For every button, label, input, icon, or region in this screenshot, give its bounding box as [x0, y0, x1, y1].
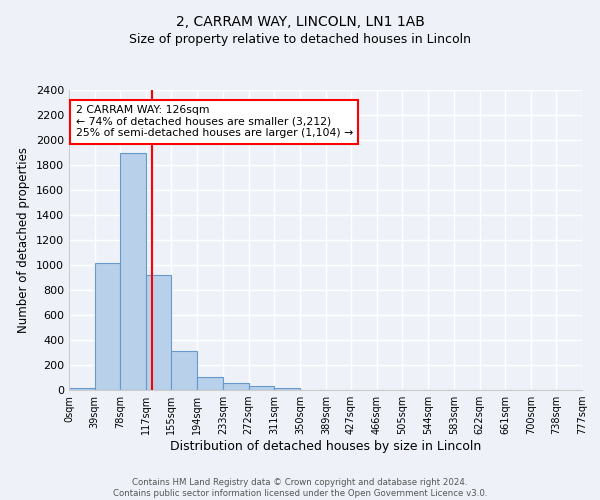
Bar	[248, 386, 274, 390]
Bar	[95, 262, 121, 390]
Bar	[146, 275, 172, 390]
Bar	[121, 152, 146, 390]
Text: Contains HM Land Registry data © Crown copyright and database right 2024.
Contai: Contains HM Land Registry data © Crown c…	[113, 478, 487, 498]
Text: Size of property relative to detached houses in Lincoln: Size of property relative to detached ho…	[129, 32, 471, 46]
Text: 2, CARRAM WAY, LINCOLN, LN1 1AB: 2, CARRAM WAY, LINCOLN, LN1 1AB	[176, 15, 424, 29]
Y-axis label: Number of detached properties: Number of detached properties	[17, 147, 31, 333]
Text: 2 CARRAM WAY: 126sqm
← 74% of detached houses are smaller (3,212)
25% of semi-de: 2 CARRAM WAY: 126sqm ← 74% of detached h…	[76, 105, 353, 138]
Bar	[69, 388, 95, 390]
Bar	[223, 383, 248, 390]
Bar	[274, 388, 300, 390]
Bar	[172, 351, 197, 390]
Bar	[197, 377, 223, 390]
X-axis label: Distribution of detached houses by size in Lincoln: Distribution of detached houses by size …	[170, 440, 481, 453]
